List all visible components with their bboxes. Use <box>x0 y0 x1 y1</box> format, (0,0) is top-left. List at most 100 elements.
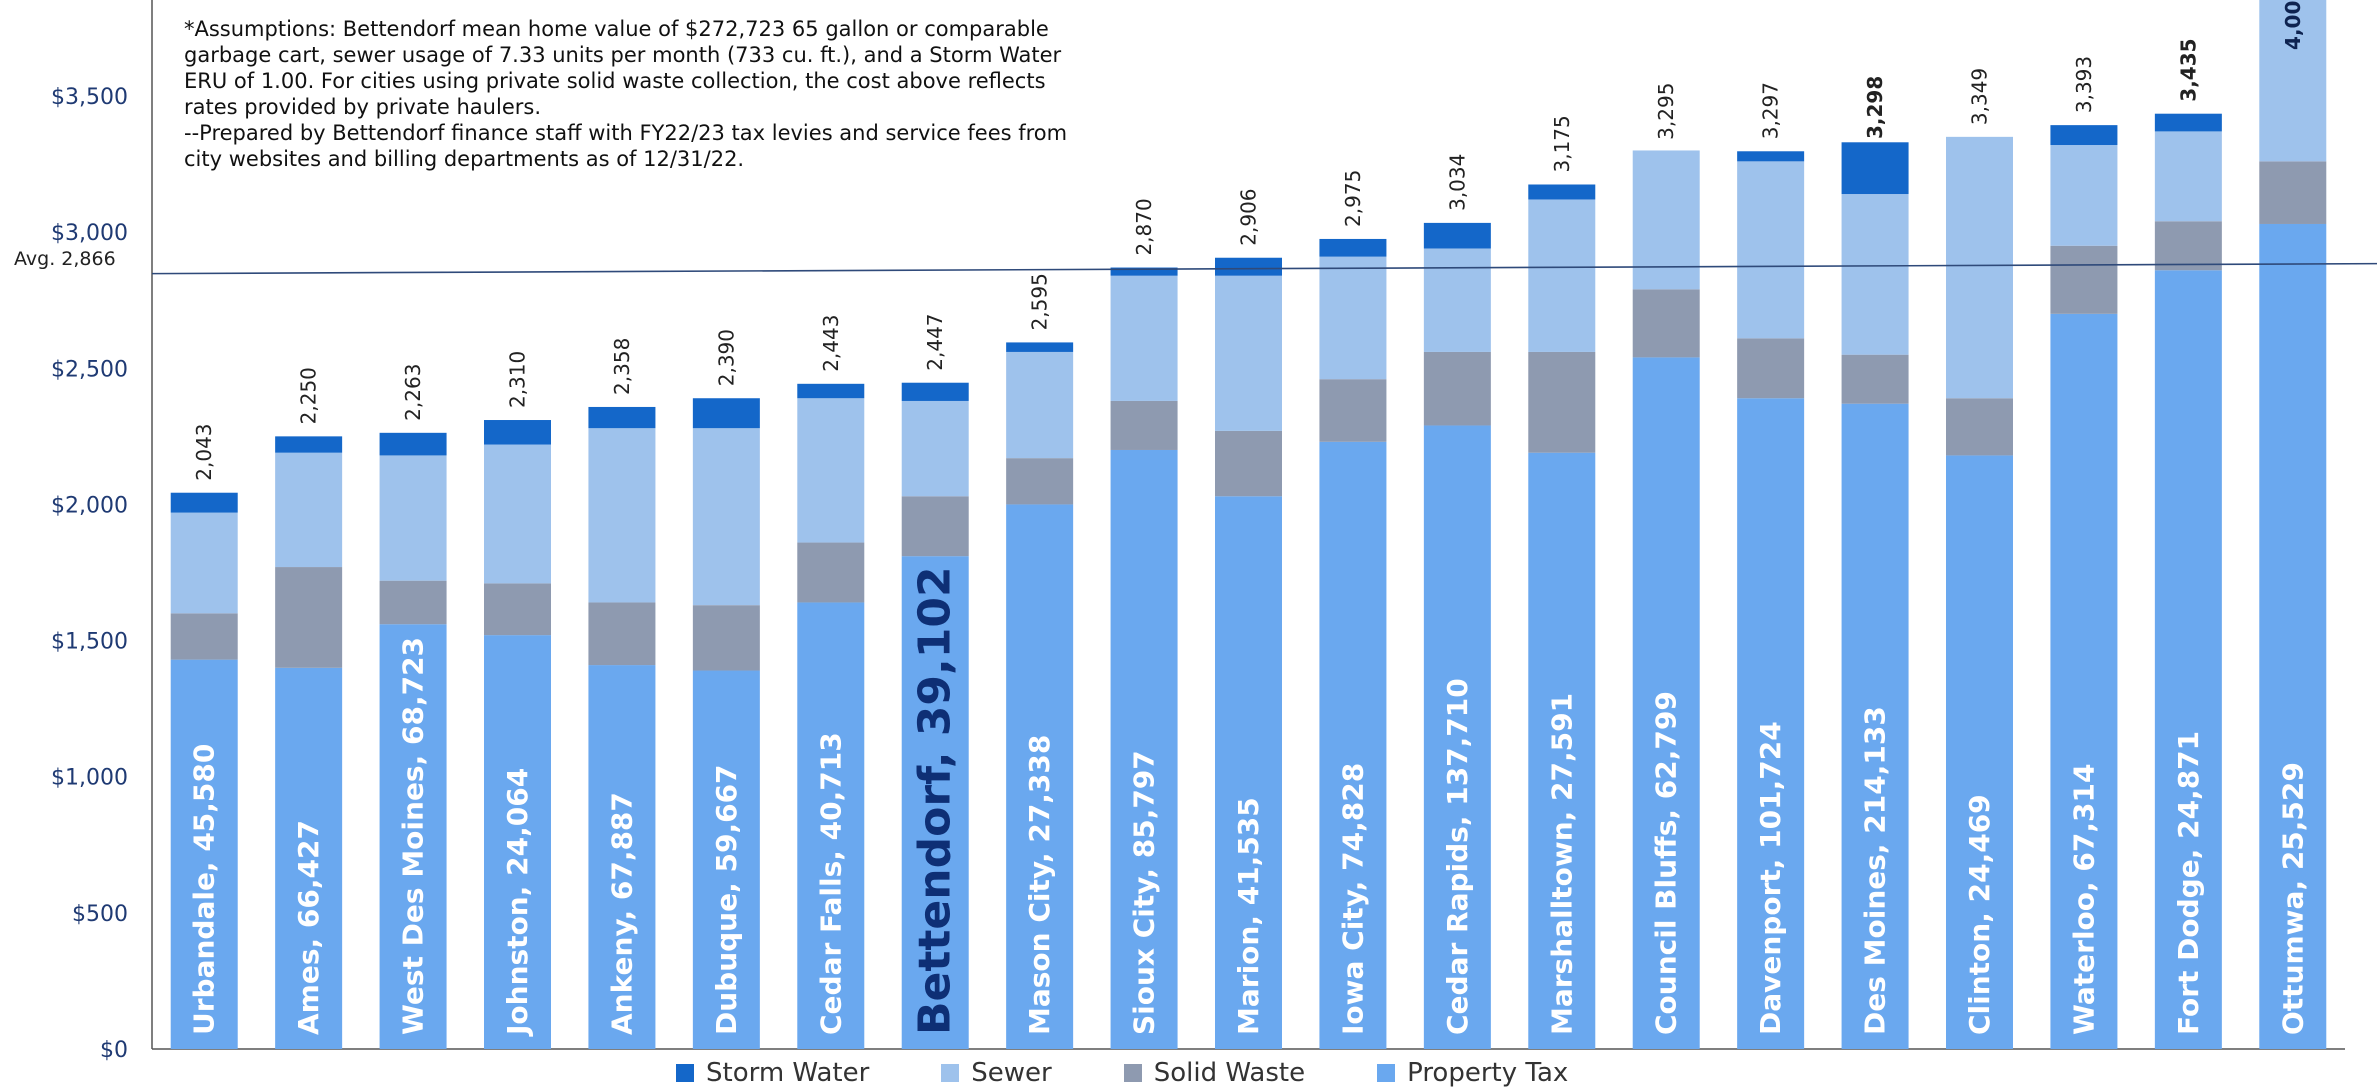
bar-segment-solid-waste <box>588 602 656 666</box>
bar-segment-sewer <box>2154 131 2222 222</box>
bar-segment-solid-waste <box>1319 379 1387 442</box>
total-label: 2,358 <box>610 338 634 395</box>
legend-swatch-solid-waste <box>1123 1064 1142 1082</box>
bar-segment-property-tax <box>1946 455 2013 1050</box>
total-labels: 2,043 2,250 2,263 2,310 2,358 2,390 2,443 2,447… <box>192 0 2305 481</box>
bar-segment-solid-waste <box>797 542 865 603</box>
bar-segment-sewer <box>692 428 760 606</box>
bar-segment-sewer <box>484 444 551 584</box>
bar-segment-sewer <box>2050 145 2118 246</box>
bar-segment-property-tax <box>2154 270 2222 1050</box>
y-tick-label: $3,500 <box>51 85 128 110</box>
y-tick-label: $3,000 <box>51 221 128 246</box>
bar-segment-sewer <box>1423 248 1491 352</box>
legend-item-sewer: Sewer <box>941 1058 1052 1088</box>
bar-segment-property-tax <box>1215 496 1282 1049</box>
assumptions-note: *Assumptions: Bettendorf mean home value… <box>184 17 1068 171</box>
total-label: 2,975 <box>1341 170 1365 227</box>
bar-segment-storm-water <box>2050 125 2118 146</box>
category-label: Clinton, 24,469 <box>1963 794 1996 1035</box>
bar-segment-storm-water <box>588 406 656 429</box>
total-label: 2,447 <box>923 313 947 370</box>
y-tick-label: $2,500 <box>51 357 128 382</box>
category-label: Marshalltown, 27,591 <box>1545 693 1578 1035</box>
bar-segment-storm-water <box>1006 342 1074 352</box>
bar-segment-solid-waste <box>1423 351 1491 426</box>
legend-swatch-sewer <box>941 1064 960 1082</box>
category-label: Davenport, 101,724 <box>1754 721 1787 1035</box>
bar-segment-solid-waste <box>1215 430 1282 497</box>
bar-segment-solid-waste <box>379 580 447 625</box>
category-label: Des Moines, 214,133 <box>1859 706 1892 1035</box>
bar-segment-sewer <box>1215 275 1282 431</box>
category-label: Sioux City, 85,797 <box>1128 750 1161 1035</box>
bar-segment-storm-water <box>901 382 969 401</box>
legend-label-storm-water: Storm Water <box>706 1058 870 1088</box>
category-labels: Urbandale, 45,580 Ames, 66,427 West Des Mo… <box>188 566 2310 1037</box>
category-label: Dubuque, 59,667 <box>710 764 743 1035</box>
average-label: Avg. 2,866 <box>14 248 116 270</box>
bar-segment-storm-water <box>1215 257 1282 276</box>
legend: Storm Water Sewer Solid Waste Property T… <box>676 1058 1640 1088</box>
bar-segment-storm-water <box>484 420 551 445</box>
bar-segment-property-tax <box>484 635 551 1049</box>
total-label: 3,349 <box>1968 68 1992 125</box>
bar-segment-property-tax <box>1528 452 1596 1049</box>
bar-segment-sewer <box>1110 275 1178 401</box>
category-label: Urbandale, 45,580 <box>188 744 221 1035</box>
bar-segment-solid-waste <box>1528 351 1596 453</box>
bar-segment-solid-waste <box>2050 245 2118 314</box>
total-label: 3,295 <box>1654 83 1678 140</box>
y-tick-label: $2,000 <box>51 493 128 518</box>
category-label: Iowa City, 74,828 <box>1336 763 1369 1035</box>
legend-item-solid-waste: Solid Waste <box>1123 1058 1306 1088</box>
bar-segment-sewer <box>797 398 865 543</box>
bar-segment-solid-waste <box>1841 354 1909 404</box>
bar-segment-storm-water <box>1737 151 1805 162</box>
bar-segment-property-tax <box>1737 398 1805 1049</box>
bar-segment-property-tax <box>1319 441 1387 1049</box>
bar-segment-sewer <box>1841 194 1909 355</box>
bar-segment-sewer <box>275 452 343 568</box>
total-label: 2,250 <box>297 367 321 424</box>
legend-label-property-tax: Property Tax <box>1407 1058 1569 1088</box>
bar-segment-property-tax <box>692 670 760 1049</box>
bar-segment-solid-waste <box>1632 289 1700 358</box>
category-label: Ankeny, 67,887 <box>605 792 638 1035</box>
category-label: Ottumwa, 25,529 <box>2276 762 2309 1035</box>
total-label: 3,297 <box>1759 82 1783 139</box>
y-tick-label: $1,500 <box>51 630 128 655</box>
total-label: 3,393 <box>2072 56 2096 113</box>
bar-segment-solid-waste <box>1110 400 1178 450</box>
total-label: 3,435 <box>2176 38 2200 101</box>
category-label: Mason City, 27,338 <box>1023 735 1056 1035</box>
bar-segment-storm-water <box>275 436 343 453</box>
bar-segment-property-tax <box>901 556 969 1049</box>
bar-segment-property-tax <box>2259 223 2327 1049</box>
bar-segment-storm-water <box>2154 113 2222 132</box>
bar-segment-solid-waste <box>170 613 238 660</box>
bar-segment-solid-waste <box>275 567 343 668</box>
legend-swatch-property-tax <box>1377 1064 1396 1082</box>
category-label: West Des Moines, 68,723 <box>397 637 430 1035</box>
bar-segment-property-tax <box>1841 403 1909 1049</box>
bar-segment-sewer <box>588 428 656 603</box>
bar-segment-property-tax <box>2050 313 2118 1049</box>
category-label: Cedar Rapids, 137,710 <box>1441 678 1474 1035</box>
bar-segment-sewer <box>1946 136 2013 399</box>
bar-segment-solid-waste <box>2259 161 2327 224</box>
total-label: 3,175 <box>1550 115 1574 172</box>
bar-segment-sewer <box>1737 161 1805 339</box>
bar-segment-property-tax <box>797 602 865 1049</box>
legend-label-solid-waste: Solid Waste <box>1153 1058 1306 1088</box>
category-label: Cedar Falls, 40,713 <box>814 732 847 1035</box>
bar-segment-solid-waste <box>1737 338 1805 399</box>
bar-segment-solid-waste <box>1006 458 1074 505</box>
total-label: 2,595 <box>1028 273 1052 330</box>
bar-segment-storm-water <box>1841 142 1909 195</box>
y-tick-label: $1,000 <box>51 766 128 791</box>
total-label: 3,298 <box>1863 76 1887 139</box>
bar-segment-property-tax <box>588 665 656 1049</box>
bar-segment-property-tax <box>379 624 447 1049</box>
